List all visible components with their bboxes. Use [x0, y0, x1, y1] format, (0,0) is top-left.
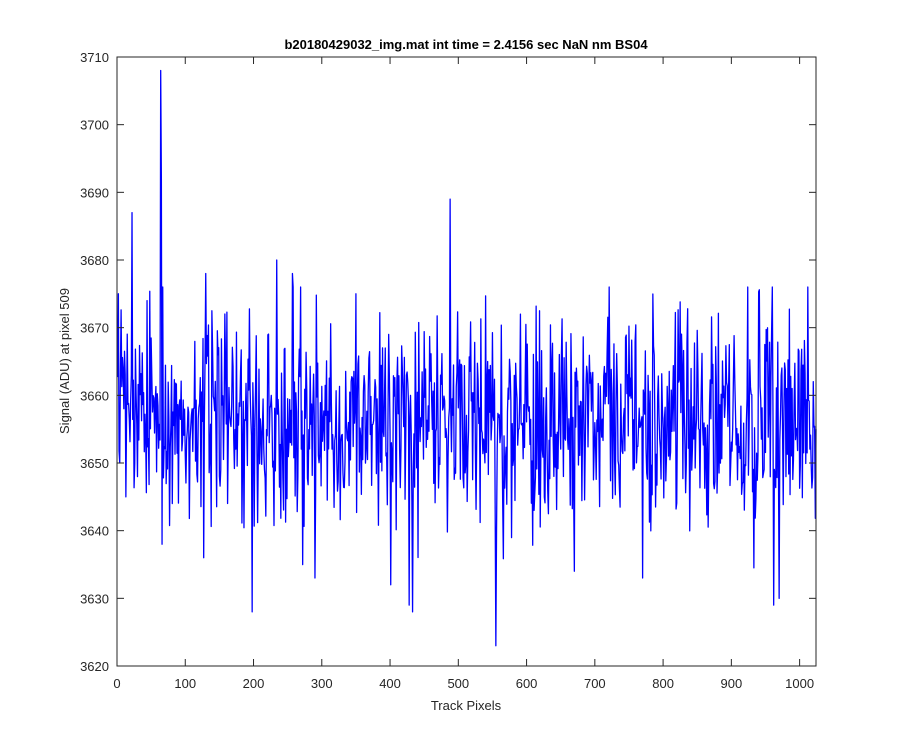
y-tick-label: 3690 — [80, 185, 109, 200]
y-axis-title: Signal (ADU) at pixel 509 — [57, 288, 72, 434]
y-tick-label: 3710 — [80, 50, 109, 65]
axes-box — [116, 56, 817, 667]
x-tick-label: 800 — [652, 676, 674, 691]
y-tick-label: 3650 — [80, 456, 109, 471]
x-tick-label: 0 — [113, 676, 120, 691]
y-tick-label: 3640 — [80, 524, 109, 539]
y-tick-label: 3680 — [80, 253, 109, 268]
x-tick-label: 900 — [721, 676, 743, 691]
chart-title: b20180429032_img.mat int time = 2.4156 s… — [284, 37, 648, 52]
x-tick-label: 400 — [379, 676, 401, 691]
y-tick-label: 3700 — [80, 118, 109, 133]
x-tick-label: 100 — [174, 676, 196, 691]
x-tick-label: 600 — [516, 676, 538, 691]
x-tick-label: 1000 — [785, 676, 814, 691]
y-tick-label: 3620 — [80, 659, 109, 674]
y-tick-label: 3670 — [80, 321, 109, 336]
signal-series-line — [117, 69, 817, 647]
x-tick-label: 200 — [243, 676, 265, 691]
y-tick-label: 3660 — [80, 388, 109, 403]
x-axis-title: Track Pixels — [431, 698, 502, 713]
x-tick-label: 700 — [584, 676, 606, 691]
y-tick-label: 3630 — [80, 591, 109, 606]
x-tick-label: 300 — [311, 676, 333, 691]
x-tick-label: 500 — [447, 676, 469, 691]
